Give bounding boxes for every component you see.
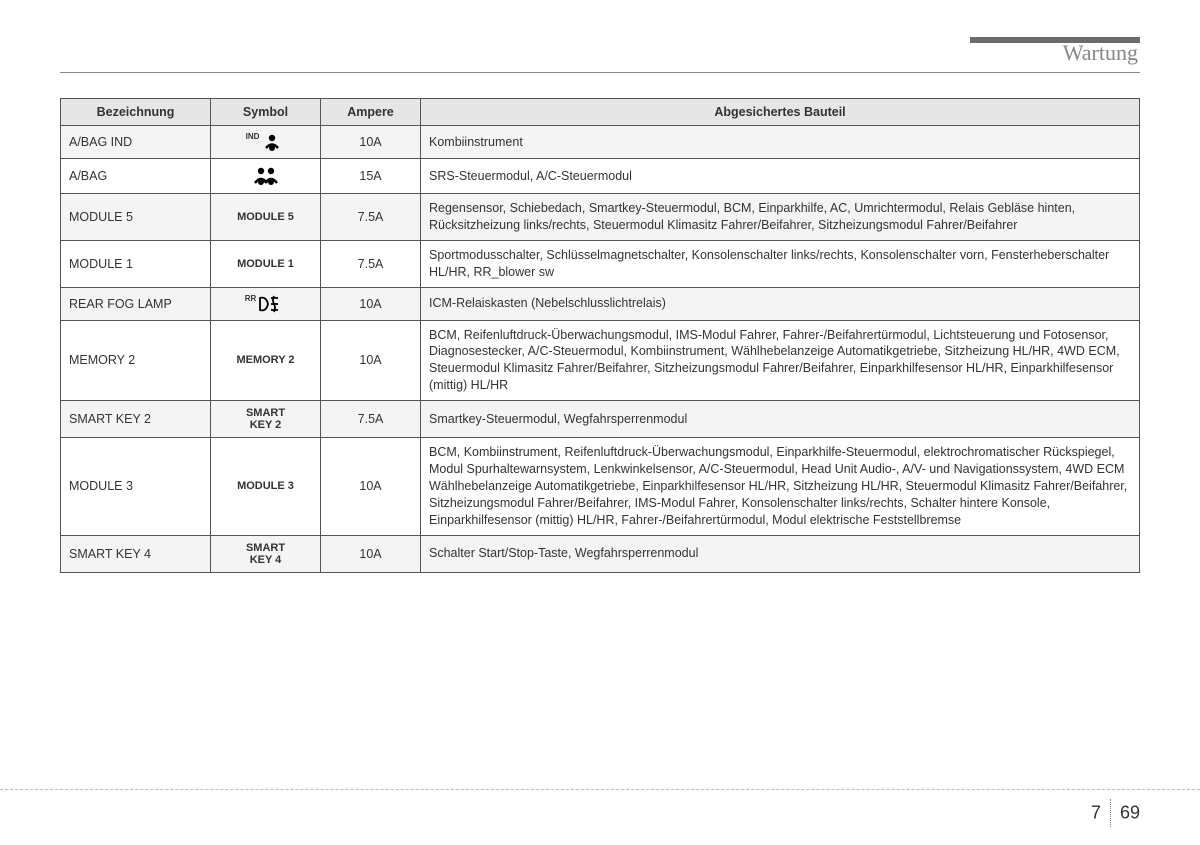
cell-ampere: 10A — [321, 438, 421, 535]
cell-component: BCM, Kombiinstrument, Reifenluftdruck-Üb… — [421, 438, 1140, 535]
airbag-icon — [211, 159, 321, 194]
footer-separator — [1110, 799, 1111, 827]
cell-component: BCM, Reifenluftdruck-Überwachungsmodul, … — [421, 320, 1140, 401]
cell-ampere: 10A — [321, 287, 421, 320]
cell-designation: MODULE 1 — [61, 240, 211, 287]
table-row: SMART KEY 4SMARTKEY 410ASchalter Start/S… — [61, 535, 1140, 572]
cell-ampere: 10A — [321, 126, 421, 159]
cell-designation: REAR FOG LAMP — [61, 287, 211, 320]
th-designation: Bezeichnung — [61, 99, 211, 126]
cell-designation: SMART KEY 2 — [61, 401, 211, 438]
th-component: Abgesichertes Bauteil — [421, 99, 1140, 126]
cell-designation: A/BAG — [61, 159, 211, 194]
cell-symbol: MEMORY 2 — [211, 320, 321, 401]
table-row: MODULE 5MODULE 57.5ARegensensor, Schiebe… — [61, 194, 1140, 241]
cell-component: Schalter Start/Stop-Taste, Wegfahrsperre… — [421, 535, 1140, 572]
cell-component: Smartkey-Steuermodul, Wegfahrsperrenmodu… — [421, 401, 1140, 438]
cell-component: Kombiinstrument — [421, 126, 1140, 159]
table-header-row: Bezeichnung Symbol Ampere Abgesichertes … — [61, 99, 1140, 126]
cell-component: ICM-Relaiskasten (Nebelschlusslichtrelai… — [421, 287, 1140, 320]
page-title: Wartung — [60, 40, 1140, 66]
cell-ampere: 10A — [321, 320, 421, 401]
header-accent — [970, 37, 1140, 43]
cell-designation: SMART KEY 4 — [61, 535, 211, 572]
cell-ampere: 10A — [321, 535, 421, 572]
table-row: A/BAG 15ASRS-Steuermodul, A/C-Steuermodul — [61, 159, 1140, 194]
fuse-table: Bezeichnung Symbol Ampere Abgesichertes … — [60, 98, 1140, 573]
th-symbol: Symbol — [211, 99, 321, 126]
page-footer: 7 69 — [1091, 799, 1140, 827]
page-content: Wartung Bezeichnung Symbol Ampere Abgesi… — [0, 0, 1200, 573]
cell-ampere: 7.5A — [321, 240, 421, 287]
cell-ampere: 7.5A — [321, 401, 421, 438]
table-row: MEMORY 2MEMORY 210ABCM, Reifenluftdruck-… — [61, 320, 1140, 401]
cell-designation: MODULE 5 — [61, 194, 211, 241]
header-bar: Wartung — [60, 40, 1140, 73]
cell-designation: MEMORY 2 — [61, 320, 211, 401]
table-row: REAR FOG LAMPRR10AICM-Relaiskasten (Nebe… — [61, 287, 1140, 320]
cell-symbol: SMARTKEY 2 — [211, 401, 321, 438]
cell-component: SRS-Steuermodul, A/C-Steuermodul — [421, 159, 1140, 194]
table-row: MODULE 3MODULE 310ABCM, Kombiinstrument,… — [61, 438, 1140, 535]
cell-ampere: 15A — [321, 159, 421, 194]
cell-component: Sportmodusschalter, Schlüsselmagnetschal… — [421, 240, 1140, 287]
cut-line — [0, 789, 1200, 790]
cell-symbol: SMARTKEY 4 — [211, 535, 321, 572]
cell-symbol: MODULE 3 — [211, 438, 321, 535]
chapter-number: 7 — [1091, 803, 1101, 823]
cell-ampere: 7.5A — [321, 194, 421, 241]
table-row: A/BAG INDIND10AKombiinstrument — [61, 126, 1140, 159]
cell-designation: MODULE 3 — [61, 438, 211, 535]
table-row: MODULE 1MODULE 17.5ASportmodusschalter, … — [61, 240, 1140, 287]
airbag-ind-icon: IND — [211, 126, 321, 159]
table-body: A/BAG INDIND10AKombiinstrumentA/BAG15ASR… — [61, 126, 1140, 573]
th-ampere: Ampere — [321, 99, 421, 126]
cell-designation: A/BAG IND — [61, 126, 211, 159]
table-row: SMART KEY 2SMARTKEY 27.5ASmartkey-Steuer… — [61, 401, 1140, 438]
cell-symbol: MODULE 5 — [211, 194, 321, 241]
cell-symbol: MODULE 1 — [211, 240, 321, 287]
page-number: 69 — [1120, 803, 1140, 823]
rear-fog-icon: RR — [211, 287, 321, 320]
cell-component: Regensensor, Schiebedach, Smartkey-Steue… — [421, 194, 1140, 241]
